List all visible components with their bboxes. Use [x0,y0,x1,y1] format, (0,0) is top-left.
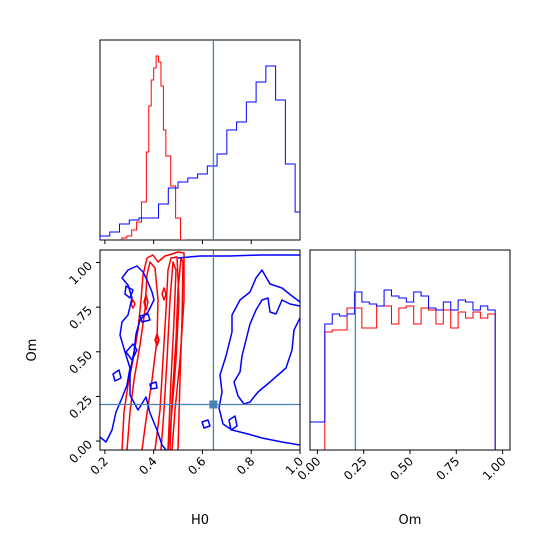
om-tick-label: 0.25 [66,393,95,422]
h0-tick-label: 0.2 [88,454,111,477]
blue-contour-right-inner [233,297,300,405]
om-histogram-panel: 0.00 0.25 0.50 0.75 1.00 [295,249,511,483]
x-axis-label-h0: H0 [191,513,209,528]
blue-contour-left-inner-5 [125,343,138,361]
blue-contour-left-inner-1 [124,285,134,299]
blue-contour-right [218,269,300,446]
om-tick-label: 0.00 [66,437,95,466]
h0-tick-label: 0.8 [234,454,257,477]
om-hist-series-red-step [310,305,510,450]
blue-contour-left [100,265,167,450]
om-axis-ticks: 0.00 0.25 0.50 0.75 1.00 [66,259,100,466]
blue-contour-right-island-1 [228,415,238,431]
red-contour-island-1 [143,294,149,311]
h0-histogram-series [100,40,300,240]
blue-contour-top-band [177,254,300,259]
h0-histogram-panel [99,39,301,244]
h0-hist-series-blue-step [100,65,300,240]
blue-contours [100,254,300,450]
h0-histogram-frame [99,39,301,241]
blue-contour-left-inner-2 [112,369,122,382]
red-contour-mid-left [126,261,159,450]
h0-tick-label: 0.4 [136,454,159,477]
h0-histogram-ticks [104,240,252,244]
om-histogram-ticks: 0.00 0.25 0.50 0.75 1.00 [295,450,509,483]
h0-axis-ticks: 0.2 0.4 0.6 0.8 1.0 [88,450,306,478]
om-tick-label: 0.75 [66,303,95,332]
om-tick-label: 0.50 [66,348,95,377]
truth-markers [100,250,300,450]
blue-contour-left-inner-3 [149,381,158,390]
contour-frame [99,249,301,451]
om-vs-h0-contour-panel: 0.2 0.4 0.6 0.8 1.0 0.000.250.500.751.00 [66,249,306,478]
red-contour-inner-1 [160,261,177,450]
om-histogram-series [310,250,510,450]
blue-contour-left-inner-4 [139,313,151,323]
truth-marker [209,400,218,409]
om-hist-tick-label: 1.00 [480,454,509,483]
om-tick-label: 1.00 [66,259,95,288]
om-hist-tick-label: 0.75 [434,454,463,483]
om-hist-tick-label: 0.50 [387,454,416,483]
red-contour-island-3 [154,333,160,347]
red-contour-island-4 [161,287,167,301]
contour-lines [100,251,300,450]
x-axis-label-om: Om [399,513,422,528]
om-hist-series-blue-step [310,289,510,450]
h0-hist-series-red-step [121,55,186,240]
red-contour-mid-right [154,256,180,450]
h0-tick-label: 0.6 [185,454,208,477]
om-histogram-frame [309,249,511,451]
blue-contour-right-island-2 [201,419,211,429]
y-axis-label-om: Om [25,339,40,362]
om-hist-tick-label: 0.25 [341,454,370,483]
